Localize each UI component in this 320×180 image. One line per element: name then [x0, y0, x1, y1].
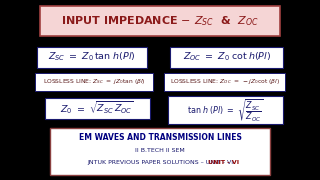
FancyBboxPatch shape	[168, 96, 283, 124]
FancyBboxPatch shape	[171, 47, 283, 68]
Text: II B.TECH II SEM: II B.TECH II SEM	[135, 148, 185, 153]
FancyBboxPatch shape	[50, 128, 270, 175]
Text: $Z_{SC}\ =\ Z_0\,\tan\,h(Pl)$: $Z_{SC}\ =\ Z_0\,\tan\,h(Pl)$	[48, 51, 136, 63]
Text: INPUT IMPEDANCE $-$ $Z_{SC}$  &  $Z_{OC}$: INPUT IMPEDANCE $-$ $Z_{SC}$ & $Z_{OC}$	[61, 14, 259, 28]
Text: JNTUK PREVIOUS PAPER SOLUTIONS – UNIT - VI: JNTUK PREVIOUS PAPER SOLUTIONS – UNIT - …	[87, 160, 233, 165]
FancyBboxPatch shape	[37, 47, 147, 68]
Text: $Z_0\ =\ \sqrt{Z_{SC}\,Z_{OC}}$: $Z_0\ =\ \sqrt{Z_{SC}\,Z_{OC}}$	[60, 100, 134, 116]
Text: UNIT - VI: UNIT - VI	[208, 160, 239, 165]
Text: $\tan\,h\,(Pl)\ =\ \sqrt{\dfrac{Z_{SC}}{Z_{OC}}}$: $\tan\,h\,(Pl)\ =\ \sqrt{\dfrac{Z_{SC}}{…	[187, 97, 264, 123]
FancyBboxPatch shape	[45, 98, 149, 119]
FancyBboxPatch shape	[40, 6, 280, 36]
Text: $Z_{OC}\ =\ Z_0\ \mathrm{cot}\,h(Pl)$: $Z_{OC}\ =\ Z_0\ \mathrm{cot}\,h(Pl)$	[183, 51, 271, 63]
Text: LOSSLESS LINE: $Z_{OC}\ =\ -jZ_0\cot\,(\beta l)$: LOSSLESS LINE: $Z_{OC}\ =\ -jZ_0\cot\,(\…	[170, 77, 280, 86]
FancyBboxPatch shape	[164, 73, 285, 91]
Text: EM WAVES AND TRANSMISSION LINES: EM WAVES AND TRANSMISSION LINES	[79, 133, 241, 142]
Text: LOSSLESS LINE: $Z_{SC}\ =\ jZ_0\tan\,(\beta l)$: LOSSLESS LINE: $Z_{SC}\ =\ jZ_0\tan\,(\b…	[43, 77, 146, 86]
FancyBboxPatch shape	[35, 73, 154, 91]
